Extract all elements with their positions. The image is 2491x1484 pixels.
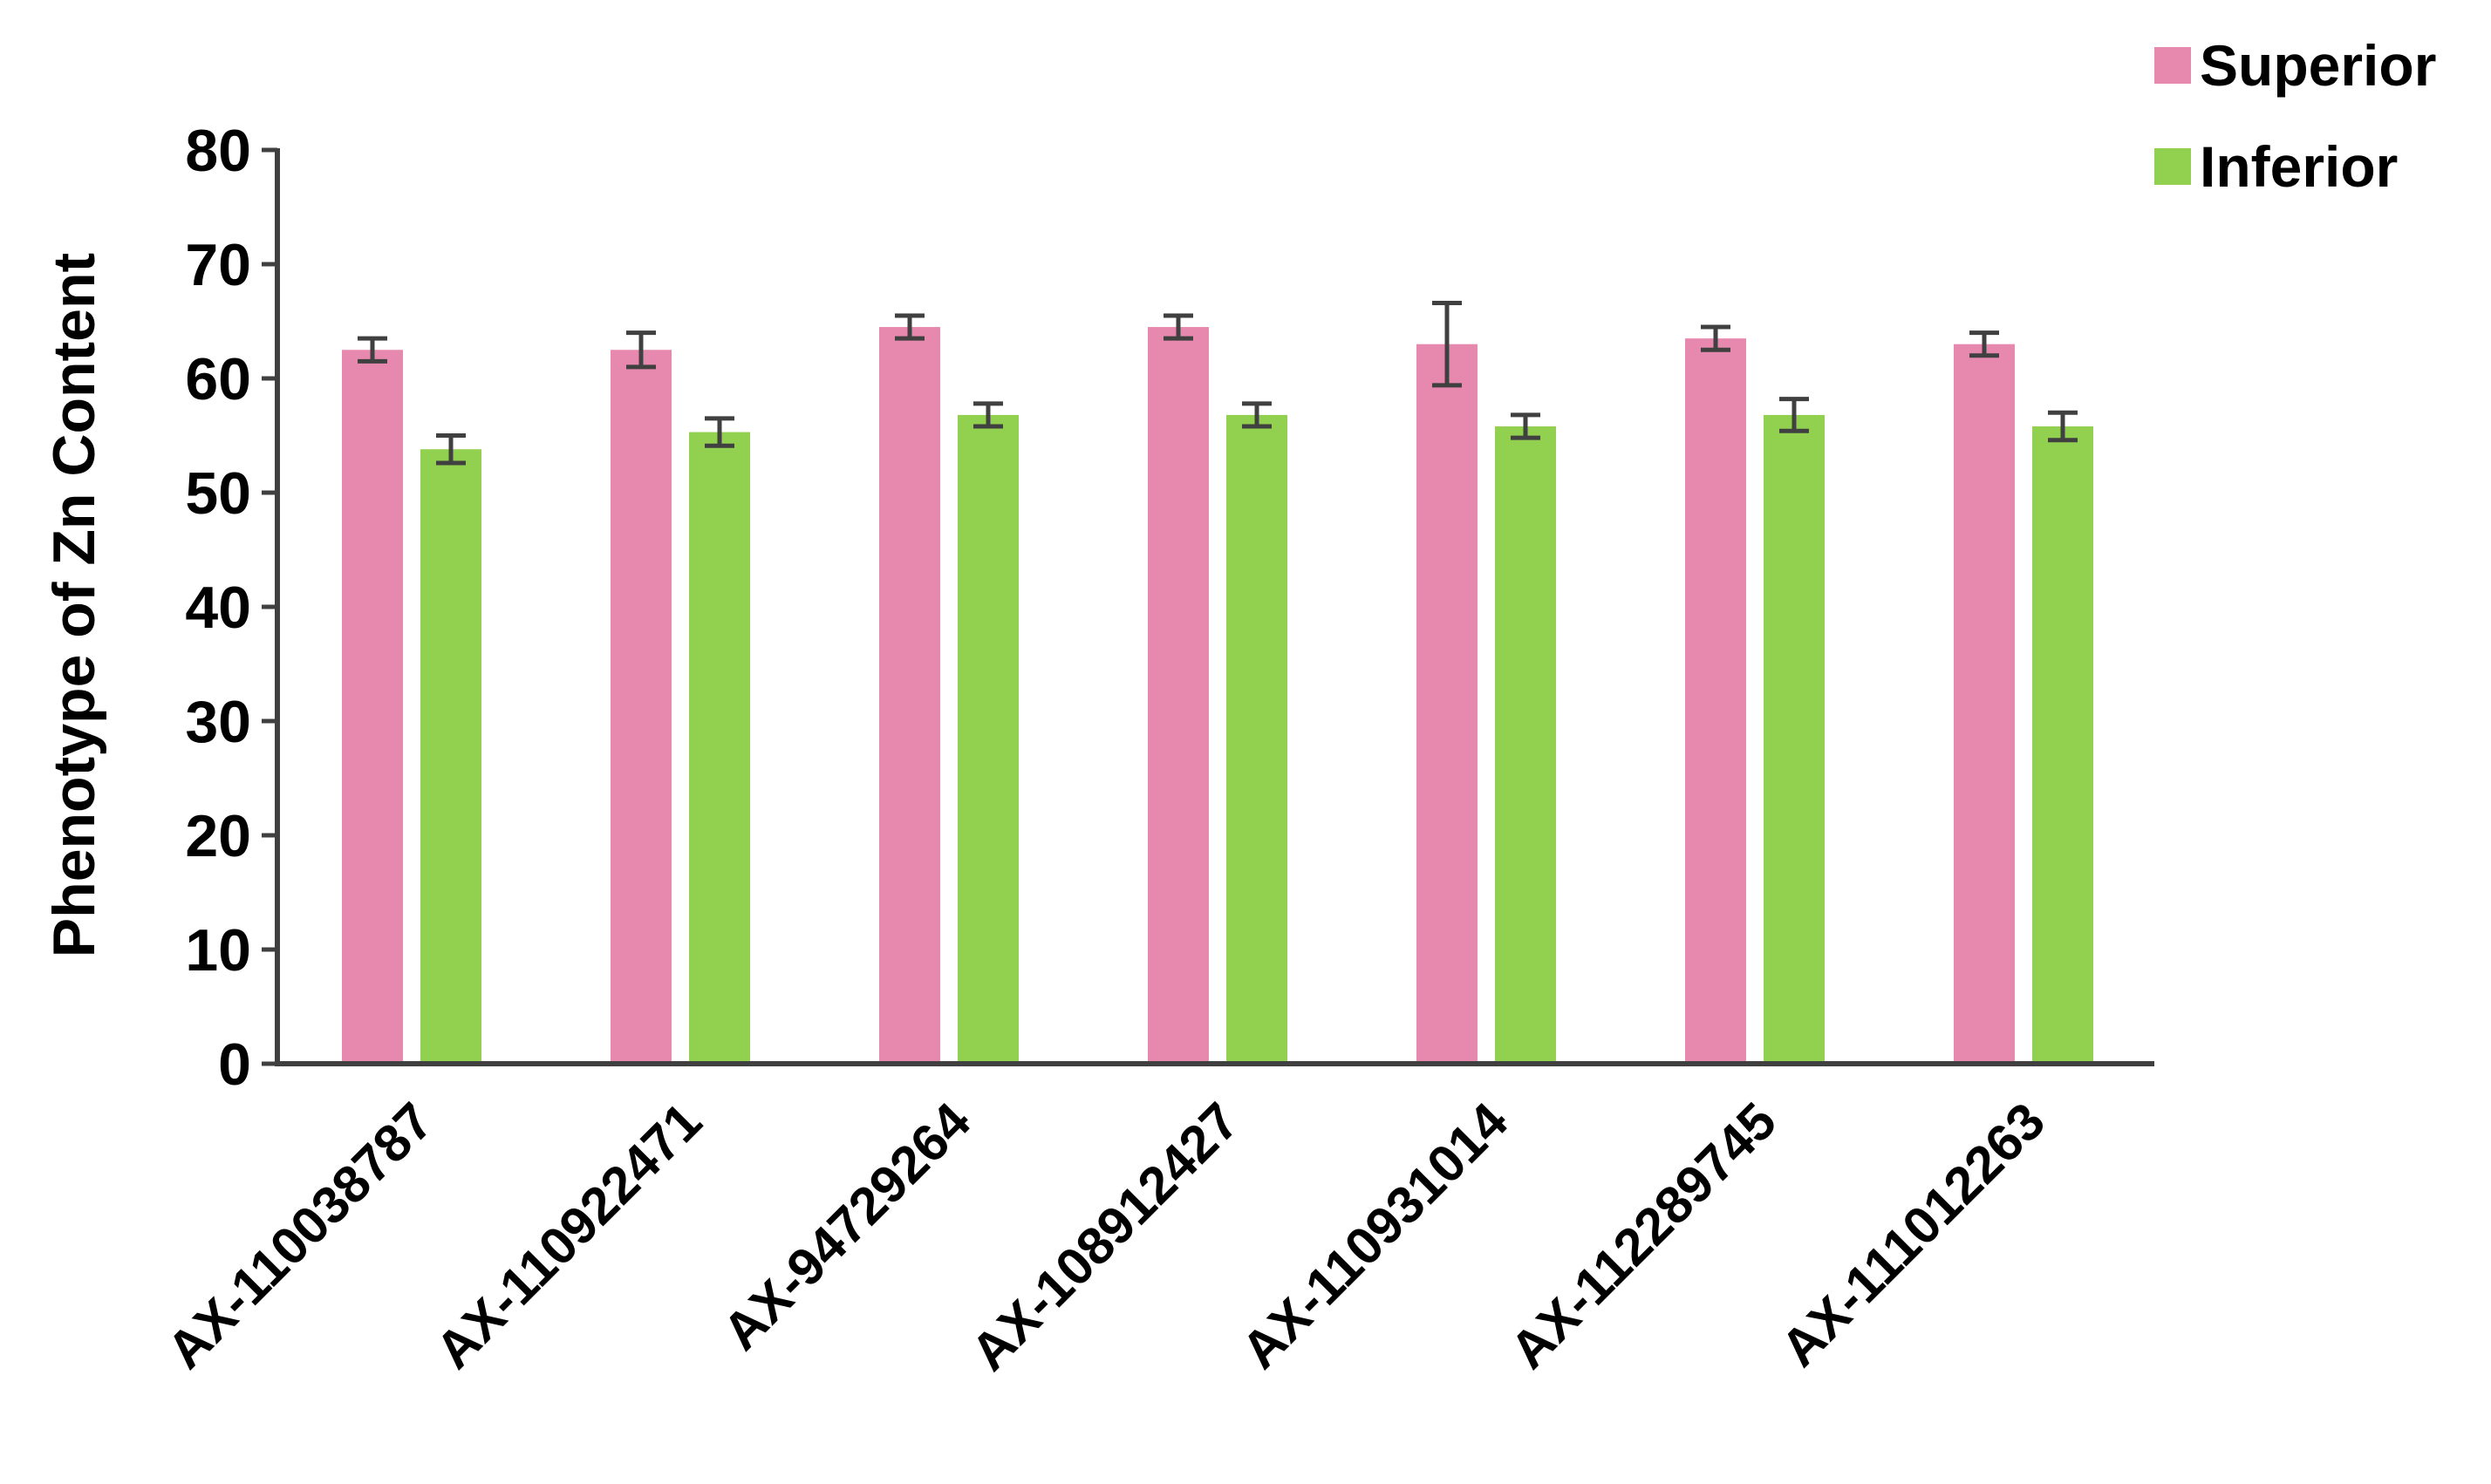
bars-layer xyxy=(342,327,2093,1064)
axes-layer xyxy=(275,148,2154,1066)
legend-label-inferior: Inferior xyxy=(2200,134,2398,199)
error-bar-superior-1 xyxy=(358,336,387,364)
error-bar-inferior-6 xyxy=(1779,397,1809,433)
error-bar-inferior-5 xyxy=(1511,412,1540,440)
bar-superior-2 xyxy=(611,350,672,1064)
error-bar-superior-3 xyxy=(895,313,925,341)
x-tick-label: AX-110922471 xyxy=(425,1092,713,1379)
bar-inferior-1 xyxy=(420,449,481,1064)
y-ticks-layer: 0 10 20 30 40 50 60 70 80 xyxy=(185,118,277,1098)
y-tick-label: 70 xyxy=(185,232,251,298)
y-tick-label: 80 xyxy=(185,118,251,184)
x-tick-label: AX-110038787 xyxy=(156,1092,444,1379)
bar-inferior-4 xyxy=(1226,414,1287,1064)
x-tick-label: AX-94729264 xyxy=(712,1091,982,1361)
bar-superior-5 xyxy=(1416,344,1478,1064)
x-tick-label: AX-111012263 xyxy=(1770,1092,2056,1378)
y-tick-label: 60 xyxy=(185,346,251,412)
y-tick-label: 10 xyxy=(185,917,251,984)
y-tick-label: 0 xyxy=(218,1031,251,1098)
bar-superior-4 xyxy=(1148,327,1209,1064)
y-axis-title-group: Phenotype of Zn Content xyxy=(41,253,107,957)
error-bar-inferior-1 xyxy=(436,433,466,466)
bar-superior-3 xyxy=(879,327,940,1064)
error-bars-layer xyxy=(358,301,2078,466)
legend-swatch-inferior xyxy=(2154,148,2191,185)
bar-superior-7 xyxy=(1954,344,2015,1064)
y-axis-title: Phenotype of Zn Content xyxy=(41,253,107,957)
bar-inferior-7 xyxy=(2032,426,2093,1064)
error-bar-superior-2 xyxy=(626,330,656,370)
error-bar-superior-7 xyxy=(1969,330,1999,358)
y-tick-label: 30 xyxy=(185,689,251,755)
error-bar-inferior-3 xyxy=(973,401,1003,429)
legend: Superior Inferior xyxy=(2154,33,2436,199)
bar-superior-1 xyxy=(342,350,403,1064)
error-bar-superior-6 xyxy=(1701,324,1730,352)
y-tick-label: 40 xyxy=(185,575,251,641)
bar-superior-6 xyxy=(1685,338,1746,1064)
x-tick-label: AX-108912427 xyxy=(959,1092,1250,1382)
bar-inferior-6 xyxy=(1764,414,1825,1064)
error-bar-inferior-2 xyxy=(705,416,734,448)
category-labels-layer: AX-110038787AX-110922471AX-94729264AX-10… xyxy=(156,1091,2056,1381)
error-bar-superior-4 xyxy=(1164,313,1193,341)
x-tick-label: AX-110931014 xyxy=(1231,1091,1519,1379)
error-bar-inferior-4 xyxy=(1242,401,1272,429)
error-bar-superior-5 xyxy=(1432,301,1462,388)
bar-inferior-3 xyxy=(958,414,1019,1064)
error-bar-inferior-7 xyxy=(2048,410,2078,443)
y-tick-label: 50 xyxy=(185,460,251,527)
y-tick-label: 20 xyxy=(185,803,251,869)
x-tick-label: AX-112289745 xyxy=(1499,1092,1787,1379)
bar-inferior-5 xyxy=(1495,426,1556,1064)
legend-swatch-superior xyxy=(2154,47,2191,84)
legend-label-superior: Superior xyxy=(2200,33,2436,98)
bar-inferior-2 xyxy=(689,432,750,1064)
